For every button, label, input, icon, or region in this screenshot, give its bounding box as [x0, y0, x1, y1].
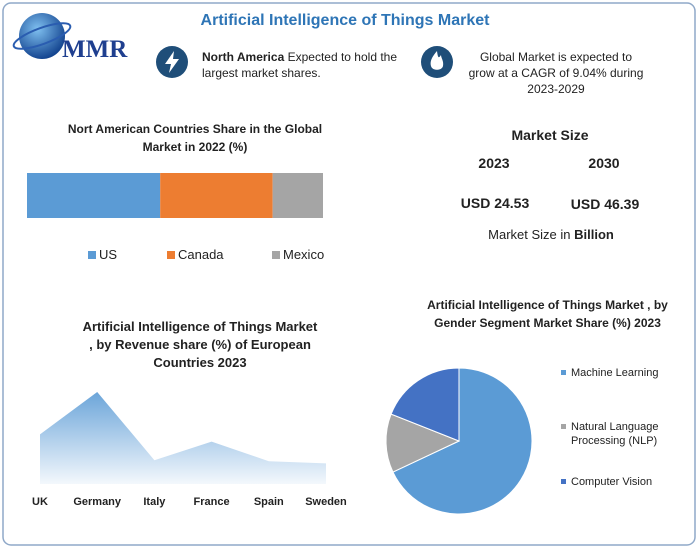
x-tick-label: Spain — [253, 496, 284, 508]
icon-flame-glyph — [430, 51, 444, 70]
x-tick-label: UK — [32, 496, 48, 508]
note-bold: Billion — [574, 227, 614, 242]
chart-title: Artificial Intelligence of Things Market… — [427, 298, 668, 330]
legend-label: Computer Vision — [571, 476, 653, 488]
year: 2023 — [478, 155, 510, 171]
legend-swatch — [272, 251, 280, 259]
pie-slice — [390, 367, 460, 442]
x-tick-label: Italy — [143, 496, 166, 508]
legend-swatch — [561, 479, 566, 484]
x-tick-label: Sweden — [305, 496, 347, 508]
market-value: USD 24.53 — [460, 195, 530, 211]
year: 2030 — [588, 155, 620, 171]
pie-slice — [385, 413, 461, 473]
page-title: Artificial Intelligence of Things Market — [200, 12, 490, 29]
legend-swatch — [561, 370, 566, 375]
area — [40, 392, 326, 484]
bar-segment — [160, 173, 273, 218]
market-note: Market Size in Billion — [460, 227, 642, 242]
info-2: Global Market is expected to grow at a C… — [468, 50, 644, 96]
chart-title: Nort American Countries Share in the Glo… — [67, 122, 323, 154]
icon-bolt-glyph — [165, 51, 179, 73]
logo-orbit — [12, 22, 72, 50]
legend-swatch — [561, 424, 566, 429]
bar-segment — [27, 173, 161, 218]
legend-label: Canada — [178, 247, 224, 262]
info-1-text: Expected to hold the largest market shar… — [202, 50, 398, 80]
market-value: USD 46.39 — [570, 196, 640, 212]
legend-swatch — [167, 251, 175, 259]
legend-label: US — [99, 247, 118, 262]
info-1-bold: North America — [202, 50, 285, 64]
note-text: Market Size in — [488, 227, 571, 242]
x-tick-label: France — [193, 496, 230, 508]
legend-label: Machine Learning — [571, 367, 659, 379]
market-size-title: Market Size — [511, 127, 589, 143]
pie-slice — [392, 367, 533, 515]
legend-label: Natural Language Processing (NLP) — [571, 421, 659, 447]
info-1: North America Expected to hold the large… — [202, 49, 412, 81]
logo-globe — [19, 13, 65, 59]
bar-segment — [272, 173, 323, 218]
chart-title: Artificial Intelligence of Things Market… — [82, 319, 318, 370]
legend-label: Mexico — [283, 247, 325, 262]
x-tick-label: Germany — [73, 496, 122, 508]
legend-swatch — [88, 251, 96, 259]
logo-text: MMR — [62, 36, 128, 63]
